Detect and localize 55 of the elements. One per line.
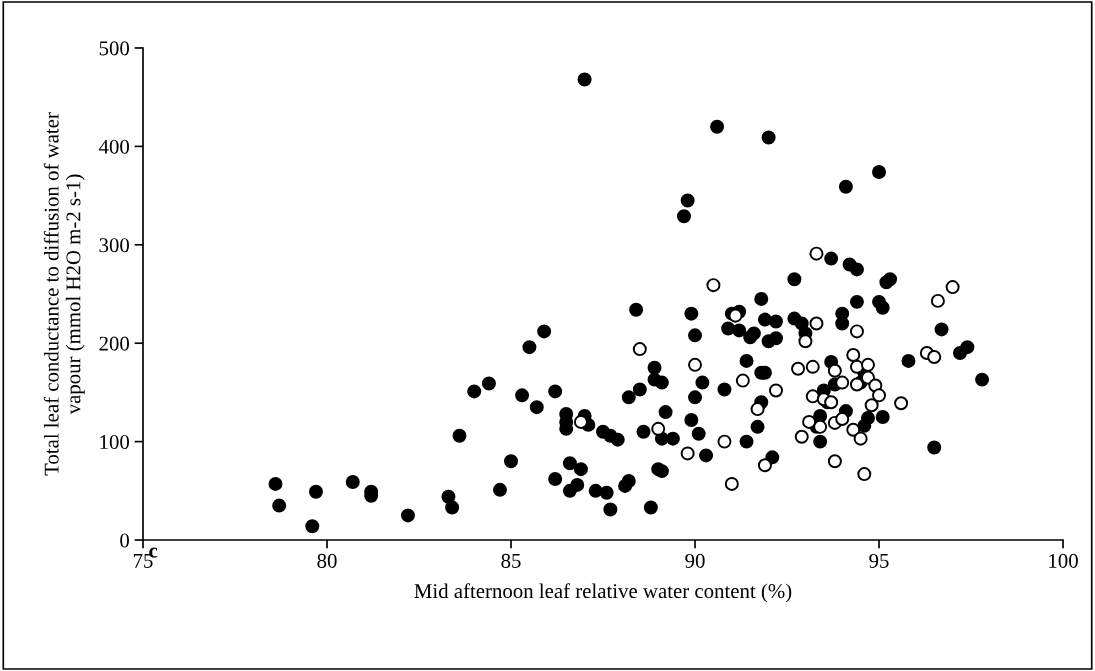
point: [813, 419, 828, 434]
x-tick-label: 95: [869, 553, 889, 568]
point: [680, 446, 695, 461]
point: [717, 434, 732, 449]
point: [735, 373, 750, 388]
point: [651, 421, 666, 436]
point: [835, 411, 850, 426]
point: [849, 359, 864, 374]
point: [827, 363, 842, 378]
y-axis-title: Total leaf conductance to diffusion of water vapour (mmol H2O m-2 s-1): [43, 112, 85, 476]
point: [750, 402, 765, 417]
point: [769, 383, 783, 398]
x-tick-label: 90: [685, 553, 705, 568]
point: [853, 431, 868, 446]
point: [835, 375, 850, 390]
y-tick-label: 500: [99, 41, 130, 56]
point: [706, 278, 721, 293]
point: [794, 429, 809, 444]
point: [864, 398, 879, 413]
point: [728, 308, 743, 323]
point: [805, 359, 820, 374]
point: [861, 370, 875, 385]
point: [930, 293, 945, 308]
point: [724, 476, 739, 491]
point: [861, 357, 875, 372]
point: [809, 246, 824, 261]
point: [857, 467, 872, 482]
point: [849, 324, 864, 339]
x-tick-label: 80: [317, 553, 337, 568]
y-tick-label: 100: [100, 434, 130, 450]
point: [927, 350, 942, 364]
point: [846, 422, 861, 437]
y-tick-label: 0: [120, 533, 130, 548]
point: [846, 348, 861, 362]
x-axis-title: Mid afternoon leaf relative water content (%): [414, 583, 792, 603]
point: [798, 334, 813, 349]
point: [802, 414, 817, 429]
point: [894, 396, 909, 411]
x-tick-label: 100: [1049, 553, 1078, 568]
point: [824, 395, 839, 410]
point: [573, 414, 588, 429]
point: [849, 377, 864, 392]
x-tick-label: 85: [501, 553, 521, 568]
point: [688, 357, 702, 372]
point: [632, 342, 647, 357]
y-tick-label: 400: [98, 139, 130, 154]
point: [791, 361, 806, 376]
point: [827, 454, 842, 469]
y-tick-label: 300: [99, 238, 130, 253]
y-tick-label: 200: [99, 336, 130, 351]
point: [805, 389, 820, 404]
point: [945, 280, 960, 295]
point: [872, 388, 887, 403]
point: [809, 316, 824, 331]
point: [757, 458, 772, 473]
